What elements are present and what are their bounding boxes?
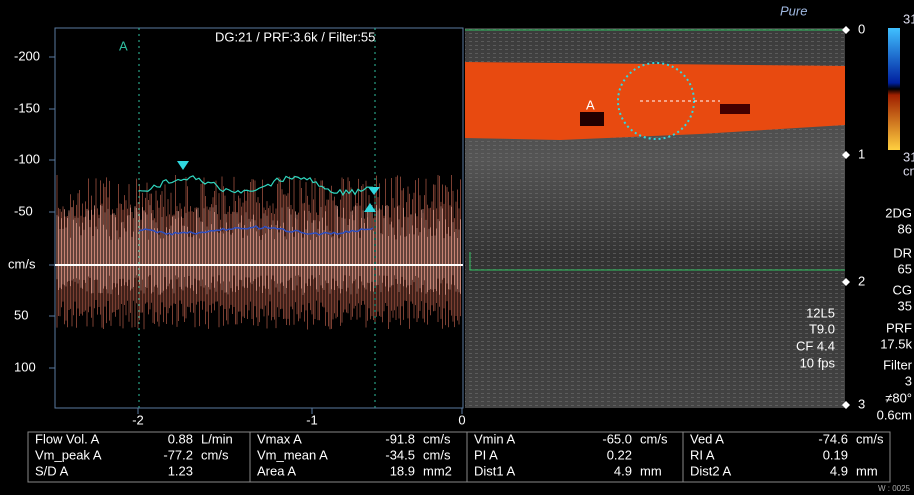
color-bar — [888, 28, 900, 150]
y-tick-label: 100 — [14, 359, 36, 374]
y-tick-label: 50 — [14, 307, 28, 322]
y-tick-label: -50 — [14, 203, 33, 218]
probe-info: 12L5 — [806, 305, 835, 320]
measure-value: 4.9 — [614, 463, 632, 478]
param-value: 86 — [898, 221, 912, 236]
y-tick-label: -150 — [14, 100, 40, 115]
measure-unit: cm/s — [423, 431, 451, 446]
flow-void — [580, 112, 604, 126]
probe-info: CF 4.4 — [796, 338, 835, 353]
footer: W : 0025 — [878, 484, 911, 493]
measure-unit: mm2 — [423, 463, 452, 478]
depth: 0.6cm — [877, 407, 912, 422]
measure-unit: mm — [640, 463, 662, 478]
depth-marker: 2 — [858, 273, 865, 288]
depth-marker: 1 — [858, 146, 865, 161]
measure-label: Vmax A — [257, 431, 302, 446]
probe-info: 10 fps — [800, 355, 836, 370]
measure-value: -74.6 — [818, 431, 848, 446]
scale-min: 31.0 — [903, 149, 914, 164]
measure-label: Flow Vol. A — [35, 431, 100, 446]
measure-value: 18.9 — [390, 463, 415, 478]
flow-void — [720, 104, 750, 114]
y-tick-label: cm/s — [8, 256, 36, 271]
doppler-settings: DG:21 / PRF:3.6k / Filter:55 — [215, 29, 375, 44]
scale-max: 31.0 — [903, 11, 914, 26]
measure-label: PI A — [474, 447, 498, 462]
measure-unit: cm/s — [423, 447, 451, 462]
measure-label: Dist1 A — [474, 463, 516, 478]
measure-unit: L/min — [201, 431, 233, 446]
measure-value: 0.88 — [168, 431, 193, 446]
probe-info: T9.0 — [809, 321, 835, 336]
measure-label: Vmin A — [474, 431, 516, 446]
param-name: PRF — [886, 320, 912, 335]
measure-label: S/D A — [35, 463, 69, 478]
param-value: 17.5k — [880, 336, 912, 351]
measure-value: -34.5 — [385, 447, 415, 462]
vessel-label: A — [586, 97, 595, 112]
y-tick-label: -200 — [14, 48, 40, 63]
measure-label: Vm_peak A — [35, 447, 102, 462]
measure-value: 1.23 — [168, 463, 193, 478]
param-value: 3 — [905, 373, 912, 388]
measure-label: Dist2 A — [690, 463, 732, 478]
measure-label: Vm_mean A — [257, 447, 328, 462]
measure-unit: cm/s — [856, 431, 884, 446]
depth-marker: 3 — [858, 396, 865, 411]
depth-marker: 0 — [858, 21, 865, 36]
measure-value: 4.9 — [830, 463, 848, 478]
measure-value: -77.2 — [163, 447, 193, 462]
x-tick-label: -2 — [132, 412, 144, 427]
param-name: CG — [893, 282, 913, 297]
measure-label: Ved A — [690, 431, 724, 446]
x-tick-label: -1 — [306, 412, 318, 427]
measure-label: RI A — [690, 447, 715, 462]
param-value: 35 — [898, 298, 912, 313]
logo: Pure — [780, 3, 807, 18]
measure-unit: cm/s — [640, 431, 668, 446]
param-name: 2DG — [885, 205, 912, 220]
measure-value: -65.0 — [602, 431, 632, 446]
measure-value: -91.8 — [385, 431, 415, 446]
angle: ≠80° — [885, 390, 912, 405]
param-value: 65 — [898, 261, 912, 276]
measure-value: 0.19 — [823, 447, 848, 462]
y-tick-label: -100 — [14, 151, 40, 166]
gate-label: A — [119, 38, 128, 53]
param-name: Filter — [883, 357, 913, 372]
param-name: DR — [893, 245, 912, 260]
measure-unit: cm/s — [201, 447, 229, 462]
measure-label: Area A — [257, 463, 296, 478]
scale-unit: cm/s — [903, 163, 914, 178]
measure-value: 0.22 — [607, 447, 632, 462]
x-tick-label: 0 — [458, 412, 465, 427]
screen: DG:21 / PRF:3.6k / Filter:55 A A Pure 31… — [0, 0, 914, 495]
measure-unit: mm — [856, 463, 878, 478]
